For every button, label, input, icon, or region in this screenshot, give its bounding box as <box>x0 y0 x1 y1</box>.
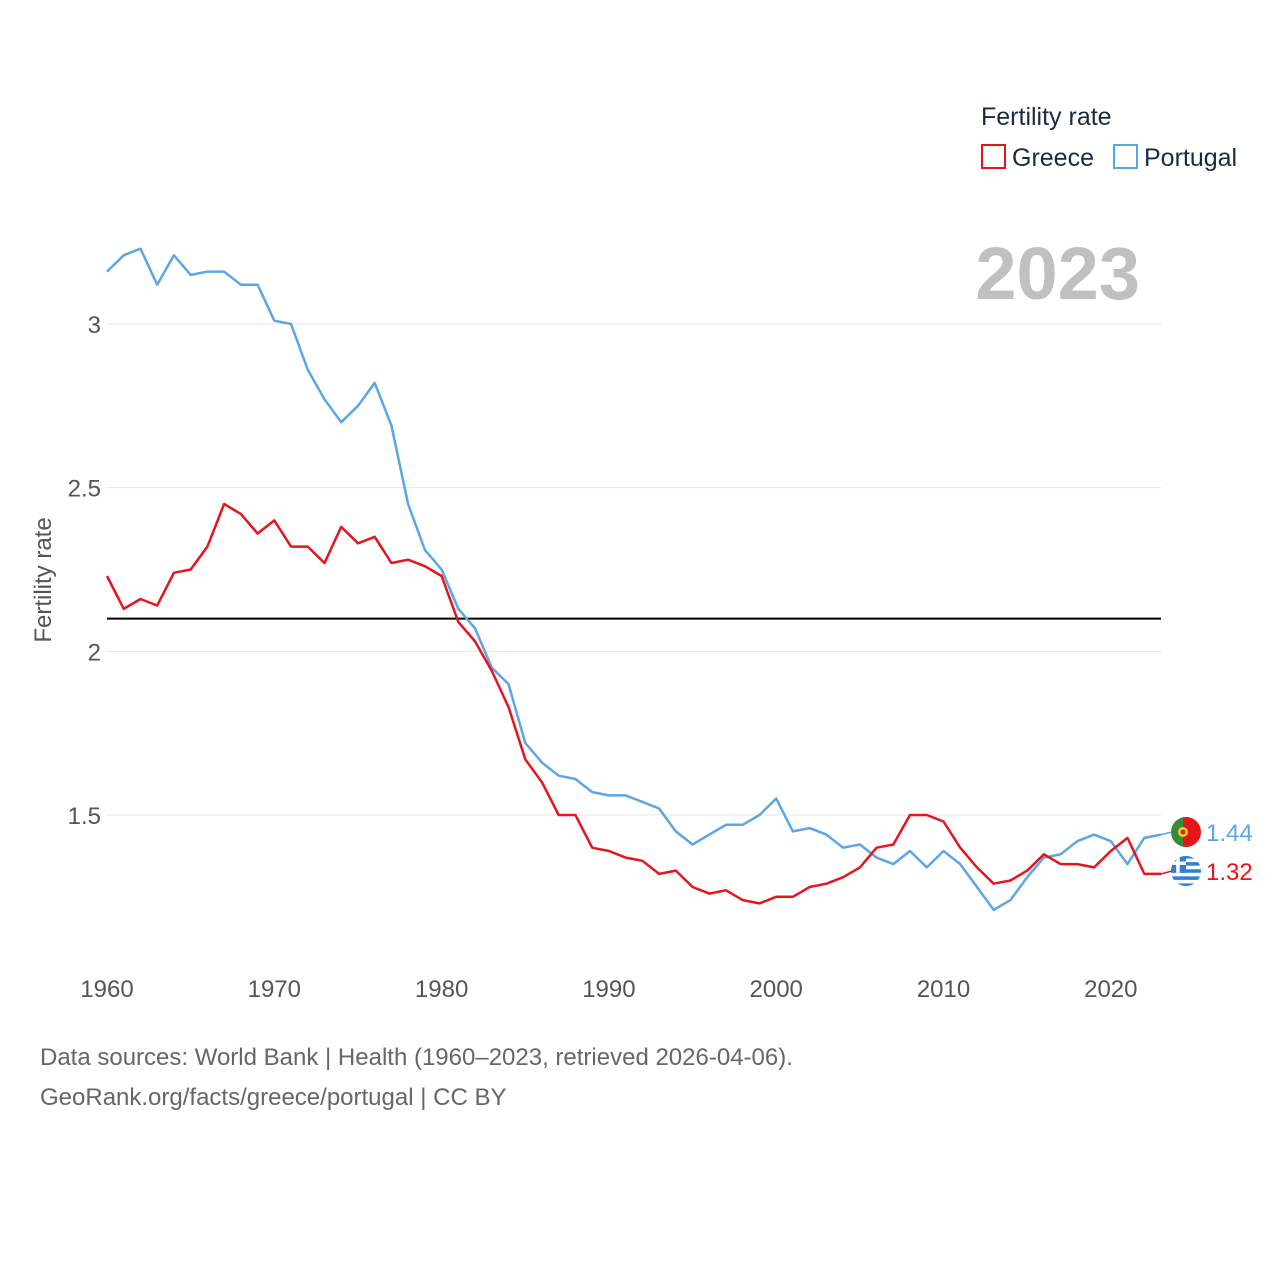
legend: Fertility rate Greece Portugal <box>981 103 1237 172</box>
gridlines <box>107 323 1161 816</box>
x-tick-label: 1970 <box>248 976 301 1003</box>
fertility-chart: 1.5 2 2.5 3 1960 1970 1980 1990 2000 2010 2020 Fe… <box>30 103 1253 1003</box>
end-value-greece: 1.32 <box>1206 859 1253 886</box>
x-axis-ticks: 1960 1970 1980 1990 2000 2010 2020 <box>80 976 1137 1003</box>
x-tick-label: 1980 <box>415 976 468 1003</box>
x-tick-label: 2000 <box>750 976 803 1003</box>
flag-shield <box>1180 829 1186 835</box>
flag-red <box>1183 817 1201 847</box>
footer-credit[interactable]: GeoRank.org/facts/greece/portugal | CC B… <box>40 1084 507 1111</box>
legend-swatch-greece[interactable] <box>981 144 1006 169</box>
legend-label-greece[interactable]: Greece <box>1012 144 1094 172</box>
series-lines <box>105 247 1162 912</box>
y-tick-label: 3 <box>88 312 101 339</box>
flag-stripe <box>1171 876 1201 881</box>
flag-body <box>1171 856 1201 886</box>
end-connector-portugal <box>1160 831 1173 836</box>
footer-sources: Data sources: World Bank | Health (1960–… <box>40 1044 793 1071</box>
flag-stripe <box>1171 883 1201 886</box>
greece-flag-icon <box>1171 856 1201 886</box>
legend-label-portugal[interactable]: Portugal <box>1144 144 1237 172</box>
x-tick-label: 2010 <box>917 976 970 1003</box>
flag-stripe <box>1171 872 1201 877</box>
flag-green <box>1171 817 1183 847</box>
x-tick-label: 1990 <box>582 976 635 1003</box>
flag-stripe <box>1171 879 1201 884</box>
y-axis-title: Fertility rate <box>30 517 57 642</box>
y-tick-label: 1.5 <box>68 803 101 830</box>
y-tick-label: 2.5 <box>68 476 101 503</box>
flag-body <box>1171 817 1201 847</box>
series-line-portugal[interactable] <box>106 247 1162 912</box>
flag-cross-v <box>1176 856 1180 873</box>
series-line-greece[interactable] <box>105 502 1161 905</box>
year-label: 2023 <box>975 232 1140 315</box>
portugal-flag-icon <box>1171 817 1201 847</box>
y-axis-ticks: 1.5 2 2.5 3 <box>68 312 101 830</box>
end-value-portugal: 1.44 <box>1206 820 1253 847</box>
end-connector-greece <box>1160 870 1173 875</box>
x-tick-label: 1960 <box>80 976 133 1003</box>
legend-swatch-portugal[interactable] <box>1113 144 1138 169</box>
y-tick-label: 2 <box>88 639 101 666</box>
legend-title: Fertility rate <box>981 103 1112 131</box>
end-labels: 1.32 1.44 <box>1160 817 1253 886</box>
x-tick-label: 2020 <box>1084 976 1137 1003</box>
